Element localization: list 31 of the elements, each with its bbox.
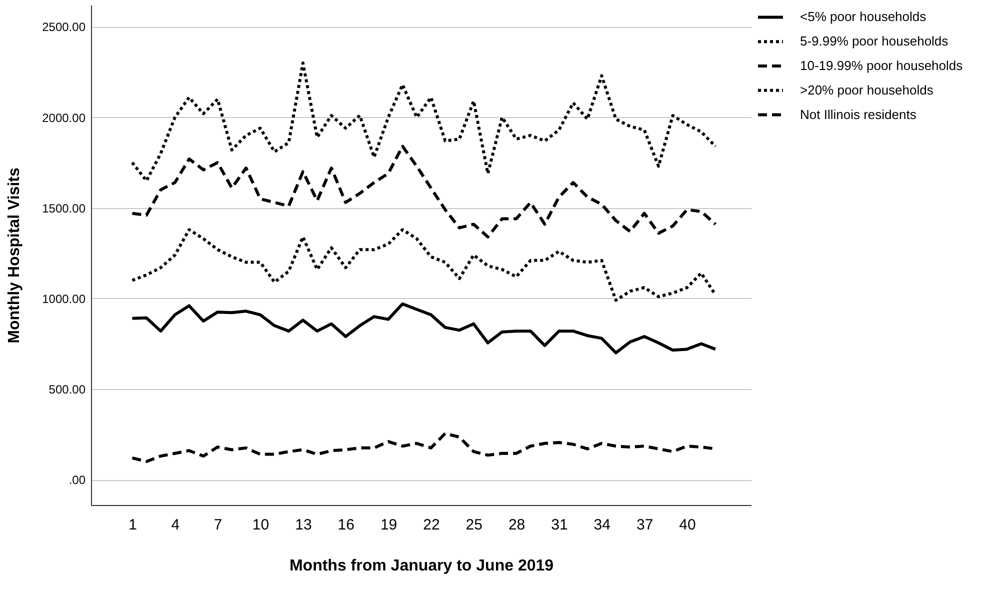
x-tick-label: 31 bbox=[551, 516, 568, 534]
line-series bbox=[130, 302, 717, 354]
legend-label: Not Illinois residents bbox=[800, 106, 917, 122]
x-tick-label: 37 bbox=[636, 516, 654, 534]
x-tick-label: 10 bbox=[252, 516, 270, 534]
x-tick-label: 19 bbox=[380, 516, 398, 534]
line-series bbox=[130, 61, 717, 182]
x-tick-label: 34 bbox=[594, 516, 610, 534]
y-tick-label: 1500.00 bbox=[42, 201, 86, 216]
x-tick-label: 7 bbox=[214, 516, 222, 534]
x-tick-label: 4 bbox=[171, 516, 180, 534]
legend-label: 5-9.99% poor households bbox=[800, 34, 949, 49]
legend-label: 10-19.99% poor households bbox=[800, 58, 964, 73]
x-tick-label: 28 bbox=[508, 516, 526, 534]
y-tick-label: 2500.00 bbox=[42, 20, 86, 34]
y-tick-label: 500.00 bbox=[48, 382, 86, 397]
y-tick-label: 1000.00 bbox=[42, 292, 86, 306]
line-series bbox=[130, 228, 717, 302]
x-tick-label: 13 bbox=[295, 516, 312, 534]
x-tick-label: 16 bbox=[338, 516, 354, 534]
x-tick-label: 25 bbox=[466, 516, 482, 534]
x-tick-label: 40 bbox=[679, 516, 696, 534]
x-tick-label: 22 bbox=[423, 516, 440, 534]
x-tick-label: 1 bbox=[128, 516, 137, 534]
legend-label: <5% poor households bbox=[800, 9, 927, 24]
legend-label: >20% poor households bbox=[800, 82, 934, 98]
x-axis-title: Months from January to June 2019 bbox=[289, 558, 554, 574]
y-axis-title: Monthly Hospital Visits bbox=[6, 168, 24, 344]
y-tick-label: 2000.00 bbox=[42, 110, 86, 125]
line-series bbox=[130, 144, 717, 238]
y-tick-label: .00 bbox=[68, 473, 86, 488]
